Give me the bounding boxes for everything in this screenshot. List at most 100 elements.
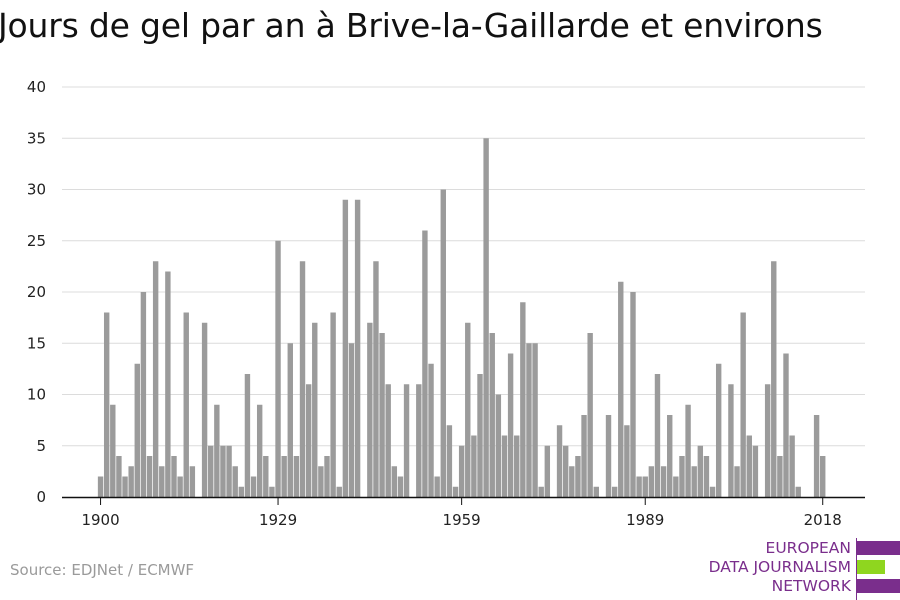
bar	[532, 343, 538, 497]
bar	[269, 486, 275, 497]
bar	[220, 445, 226, 497]
bar	[746, 435, 752, 497]
bar	[636, 476, 642, 497]
bar	[611, 486, 618, 497]
bar	[507, 353, 514, 497]
bar	[379, 333, 385, 497]
bar	[250, 476, 257, 497]
y-tick-label: 5	[36, 437, 46, 455]
bar	[771, 261, 777, 497]
bar	[416, 384, 422, 497]
bar	[514, 435, 520, 497]
bar	[305, 384, 312, 497]
bar	[501, 435, 508, 497]
logo-bar-bottom	[857, 579, 900, 593]
bar	[373, 261, 379, 497]
bar	[140, 292, 147, 497]
bar	[201, 322, 208, 497]
bar	[593, 486, 599, 497]
bar	[764, 384, 771, 497]
y-tick-label: 40	[27, 78, 46, 96]
bar	[520, 302, 526, 497]
bar	[795, 486, 801, 497]
bar	[214, 404, 220, 497]
bar	[275, 240, 281, 497]
bar	[312, 322, 318, 497]
bar	[709, 486, 716, 497]
bar	[342, 199, 349, 497]
bar	[281, 456, 287, 497]
bar	[618, 281, 624, 497]
bar	[728, 384, 734, 497]
bar	[685, 404, 691, 497]
bar	[189, 466, 196, 497]
y-tick-label: 25	[27, 232, 46, 250]
logo-divider	[856, 538, 857, 600]
bar	[336, 486, 342, 497]
bar	[397, 476, 404, 497]
y-tick-label: 30	[27, 181, 46, 199]
y-tick-label: 0	[36, 488, 46, 506]
source-note: Source: EDJNet / ECMWF	[10, 561, 195, 579]
bar	[122, 476, 128, 497]
bar	[691, 466, 697, 497]
y-tick-label: 20	[27, 283, 46, 301]
bar	[146, 456, 153, 497]
bar	[624, 425, 630, 497]
bar	[348, 343, 355, 497]
bar	[734, 466, 740, 497]
logo-bar-middle	[857, 560, 885, 574]
logo-line-1: EUROPEAN	[765, 539, 851, 557]
x-tick-label: 1989	[626, 511, 664, 529]
bar	[605, 415, 612, 497]
bar	[477, 374, 483, 497]
bar	[667, 415, 673, 497]
bar	[256, 404, 263, 497]
bar	[581, 415, 587, 497]
bar	[820, 456, 826, 497]
logo-line-2: DATA JOURNALISM	[708, 558, 851, 576]
bar	[452, 486, 459, 497]
bar	[367, 322, 373, 497]
bar	[116, 456, 122, 497]
bar	[299, 261, 306, 497]
bar	[446, 425, 453, 497]
bar	[642, 476, 648, 497]
bar	[789, 435, 795, 497]
bar	[110, 404, 116, 497]
bar	[238, 486, 245, 497]
chart-title: Jours de gel par an à Brive-la-Gaillarde…	[0, 6, 823, 45]
logo-line-3: NETWORK	[771, 577, 851, 595]
bar	[428, 363, 434, 497]
bar	[128, 466, 134, 497]
edjnet-logo[interactable]: EUROPEAN DATA JOURNALISM NETWORK	[708, 538, 900, 600]
bar	[97, 476, 104, 497]
bar	[318, 466, 324, 497]
bar	[538, 486, 544, 497]
x-tick-label: 1929	[259, 511, 297, 529]
y-tick-label: 10	[27, 386, 46, 404]
bar	[391, 466, 398, 497]
bar	[458, 445, 465, 497]
bar	[434, 476, 440, 497]
bar	[813, 415, 820, 497]
bar	[465, 322, 471, 497]
bar	[440, 189, 446, 497]
bar	[287, 343, 293, 497]
bar	[263, 456, 269, 497]
bar	[324, 456, 330, 497]
x-tick-label: 1959	[443, 511, 481, 529]
bar	[673, 476, 679, 497]
x-tick-label: 1900	[81, 511, 119, 529]
bar	[703, 456, 710, 497]
bar	[660, 466, 667, 497]
bar	[403, 384, 410, 497]
bar	[159, 466, 165, 497]
x-tick-label: 2018	[804, 511, 842, 529]
bar	[569, 466, 575, 497]
bar	[171, 456, 177, 497]
bar	[526, 343, 532, 497]
y-tick-label: 35	[27, 129, 46, 147]
bar	[103, 312, 110, 497]
bar	[208, 445, 214, 497]
